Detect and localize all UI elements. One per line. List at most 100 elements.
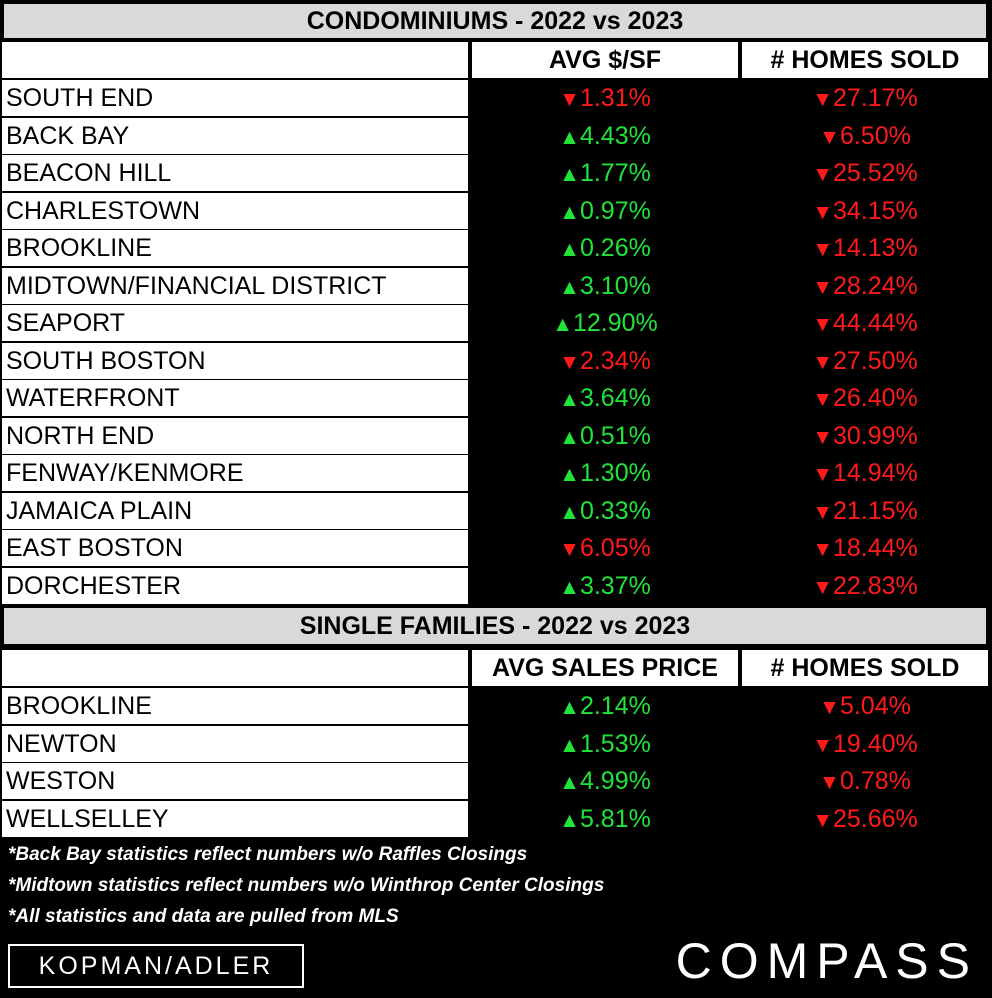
condo-c2-value: ▼22.83% [742, 568, 988, 606]
condo-c1-text: 6.05% [579, 534, 651, 562]
condo-c2-value: ▼27.50% [742, 343, 988, 381]
single-c2-text: 19.40% [833, 729, 918, 758]
condo-c1-value: ▲1.77% [472, 155, 738, 193]
condo-c2-value: ▼44.44% [742, 305, 988, 343]
condo-c2-value: ▼6.50% [742, 118, 988, 156]
condo-row-name: MIDTOWN/FINANCIAL DISTRICT [2, 267, 468, 304]
condo-c2-value: ▼27.17% [742, 80, 988, 118]
condo-c2-value: ▼30.99% [742, 418, 988, 456]
condo-c1-value: ▲12.90% [472, 305, 738, 343]
arrow-down-icon: ▼ [819, 125, 840, 149]
condo-c2-value: ▼14.94% [742, 455, 988, 493]
single-c1-text: 1.53% [579, 729, 651, 758]
condo-row-name: NORTH END [2, 417, 468, 454]
condo-row-name: JAMAICA PLAIN [2, 492, 468, 529]
arrow-down-icon: ▼ [812, 808, 833, 832]
condo-c2-text: 27.17% [833, 84, 918, 112]
condo-c1-value: ▲1.30% [472, 455, 738, 493]
arrow-down-icon: ▼ [812, 200, 833, 224]
condo-c2-text: 27.50% [833, 346, 918, 375]
condo-c2-text: 34.15% [833, 196, 918, 225]
condo-row-name: BACK BAY [2, 117, 468, 154]
condo-c1-text: 3.64% [579, 384, 651, 412]
single-c1-text: 2.14% [579, 692, 651, 720]
condos-header-blank [2, 42, 468, 78]
condo-c2-value: ▼21.15% [742, 493, 988, 531]
single-c1-value: ▲5.81% [472, 801, 738, 839]
single-row-name: WESTON [2, 763, 468, 799]
single-c2-value: ▼5.04% [742, 688, 988, 726]
arrow-down-icon: ▼ [812, 163, 833, 186]
single-c2-value: ▼19.40% [742, 726, 988, 764]
condo-c1-value: ▲0.33% [472, 493, 738, 531]
arrow-down-icon: ▼ [812, 425, 833, 449]
condo-c1-value: ▲0.97% [472, 193, 738, 231]
footnote-mls: *All statistics and data are pulled from… [8, 906, 399, 927]
arrow-down-icon: ▼ [812, 733, 833, 757]
condo-row-name: EAST BOSTON [2, 530, 468, 566]
arrow-down-icon: ▼ [812, 313, 833, 336]
arrow-down-icon: ▼ [812, 350, 833, 374]
condo-c2-text: 14.13% [833, 234, 918, 262]
condo-c1-text: 0.51% [579, 421, 651, 450]
single-c2-text: 25.66% [833, 804, 918, 833]
condo-c2-value: ▼34.15% [742, 193, 988, 231]
condo-c1-value: ▲3.64% [472, 380, 738, 418]
condo-c2-text: 28.24% [833, 271, 918, 300]
arrow-up-icon: ▲ [559, 125, 580, 149]
single-row-name: WELLSELLEY [2, 800, 468, 837]
arrow-down-icon: ▼ [819, 771, 840, 794]
arrow-up-icon: ▲ [559, 425, 580, 449]
condo-c1-text: 2.34% [579, 346, 651, 375]
condo-c1-value: ▼1.31% [472, 80, 738, 118]
condo-c2-text: 18.44% [833, 534, 918, 562]
condo-row-name: BEACON HILL [2, 155, 468, 191]
condo-c2-text: 22.83% [833, 571, 918, 600]
arrow-down-icon: ▼ [812, 238, 833, 261]
condo-c1-value: ▼6.05% [472, 530, 738, 568]
condo-row-name: CHARLESTOWN [2, 192, 468, 229]
condo-c1-text: 1.30% [579, 459, 651, 487]
compass-logo: COMPASS [675, 933, 978, 989]
condo-c1-text: 0.97% [579, 196, 651, 225]
singles-header-blank [2, 650, 468, 686]
arrow-up-icon: ▲ [559, 733, 580, 757]
condo-c2-value: ▼14.13% [742, 230, 988, 268]
condo-c2-text: 26.40% [833, 384, 918, 412]
single-c2-value: ▼0.78% [742, 763, 988, 801]
arrow-down-icon: ▼ [812, 500, 833, 524]
single-row-name: BROOKLINE [2, 688, 468, 724]
condo-c1-text: 1.77% [579, 159, 651, 187]
single-c2-value: ▼25.66% [742, 801, 988, 839]
condo-row-name: WATERFRONT [2, 380, 468, 416]
singles-col1-header: AVG SALES PRICE [472, 650, 738, 686]
arrow-down-icon: ▼ [812, 538, 833, 561]
condo-row-name: SOUTH END [2, 80, 468, 116]
single-c1-text: 4.99% [579, 767, 651, 795]
arrow-up-icon: ▲ [559, 771, 580, 794]
single-c1-value: ▲2.14% [472, 688, 738, 726]
condo-row-name: BROOKLINE [2, 230, 468, 266]
footnote-back-bay: *Back Bay statistics reflect numbers w/o… [8, 844, 528, 865]
arrow-up-icon: ▲ [559, 575, 580, 599]
arrow-up-icon: ▲ [559, 238, 580, 261]
condo-c1-text: 3.10% [579, 271, 651, 300]
condo-c2-text: 6.50% [839, 121, 911, 150]
arrow-down-icon: ▼ [819, 696, 840, 719]
condo-c1-text: 4.43% [579, 121, 651, 150]
condo-c2-value: ▼25.52% [742, 155, 988, 193]
arrow-up-icon: ▲ [559, 163, 580, 186]
arrow-down-icon: ▼ [812, 463, 833, 486]
condo-c2-text: 44.44% [833, 309, 918, 337]
arrow-down-icon: ▼ [812, 275, 833, 299]
arrow-up-icon: ▲ [552, 313, 573, 336]
condo-row-name: DORCHESTER [2, 567, 468, 604]
arrow-down-icon: ▼ [812, 388, 833, 411]
arrow-down-icon: ▼ [812, 575, 833, 599]
condo-c2-text: 14.94% [833, 459, 918, 487]
arrow-up-icon: ▲ [559, 808, 580, 832]
arrow-down-icon: ▼ [559, 88, 580, 111]
single-c1-text: 5.81% [579, 804, 651, 833]
condo-c1-text: 12.90% [573, 309, 658, 337]
condos-title: CONDOMINIUMS - 2022 vs 2023 [2, 2, 988, 40]
